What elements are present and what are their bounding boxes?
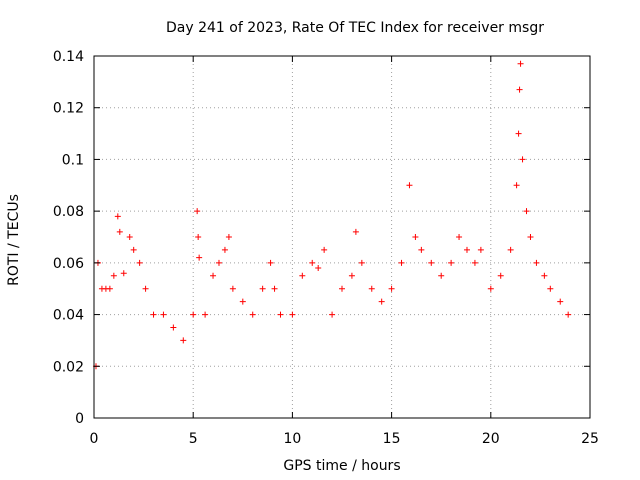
y-tick-label: 0.06	[53, 256, 84, 272]
data-point	[358, 259, 365, 266]
data-point	[271, 285, 278, 292]
data-point	[225, 234, 232, 240]
data-point	[194, 208, 201, 215]
x-tick-label: 15	[383, 431, 401, 447]
data-point	[106, 285, 113, 292]
data-point	[533, 259, 540, 266]
data-point	[110, 272, 117, 279]
data-point	[259, 285, 266, 292]
data-point	[368, 285, 375, 292]
data-point	[456, 234, 463, 240]
x-tick-label: 5	[189, 431, 198, 447]
data-point	[277, 311, 284, 318]
data-markers	[92, 60, 572, 370]
y-axis-label: ROTI / TECUs	[6, 194, 22, 286]
data-point	[114, 213, 121, 220]
data-point	[497, 272, 504, 279]
data-point	[309, 259, 316, 266]
y-tick-label: 0	[75, 411, 84, 427]
data-point	[398, 259, 405, 266]
chart-title: Day 241 of 2023, Rate Of TEC Index for r…	[166, 20, 544, 36]
y-tick-label: 0.08	[53, 204, 84, 220]
x-tick-label: 25	[581, 431, 599, 447]
data-point	[463, 246, 470, 253]
data-point	[170, 324, 177, 331]
y-tick-label: 0.02	[53, 359, 84, 375]
data-point	[378, 298, 385, 305]
data-point	[388, 285, 395, 292]
axis-ticks: 0 5 10 15 20 25 0 0.02 0.04 0.06 0.08 0.1 0.12 0.14	[53, 49, 599, 447]
data-point	[515, 130, 522, 137]
x-tick-label: 0	[90, 431, 99, 447]
data-point	[329, 311, 336, 318]
data-point	[339, 285, 345, 292]
data-point	[477, 246, 484, 253]
y-tick-label: 0.12	[53, 101, 84, 117]
data-point	[215, 259, 222, 266]
data-point	[321, 246, 328, 253]
data-point	[541, 272, 548, 279]
data-point	[406, 182, 413, 189]
data-point	[348, 272, 355, 279]
data-point	[565, 311, 572, 318]
data-point	[557, 298, 564, 305]
data-point	[289, 311, 296, 318]
data-point	[195, 234, 202, 240]
data-point	[267, 259, 274, 266]
data-point	[210, 272, 217, 279]
data-point	[126, 234, 133, 240]
y-tick-label: 0.14	[53, 49, 84, 65]
data-point	[196, 254, 203, 261]
data-point	[130, 246, 137, 253]
data-point	[116, 228, 123, 235]
data-point	[438, 272, 445, 279]
data-point	[352, 228, 359, 235]
data-point	[249, 311, 256, 318]
data-point	[150, 311, 157, 318]
data-point	[547, 285, 554, 292]
data-point	[142, 285, 149, 292]
data-point	[180, 337, 187, 344]
data-point	[428, 259, 435, 266]
data-point	[202, 311, 209, 318]
data-point	[448, 259, 455, 266]
x-axis-label: GPS time / hours	[283, 458, 400, 474]
data-point	[229, 285, 236, 292]
x-tick-label: 10	[283, 431, 301, 447]
y-tick-label: 0.1	[62, 152, 84, 168]
data-point	[299, 272, 306, 279]
data-point	[517, 60, 524, 67]
data-point	[519, 156, 526, 163]
data-point	[507, 246, 514, 253]
data-point	[120, 270, 127, 277]
data-point	[221, 246, 228, 253]
data-point	[412, 234, 419, 240]
data-point	[315, 265, 322, 272]
grid-lines	[94, 56, 590, 418]
plot-frame	[93, 55, 591, 419]
data-point	[516, 86, 523, 93]
x-tick-label: 20	[482, 431, 500, 447]
data-point	[513, 182, 520, 189]
data-point	[239, 298, 246, 305]
data-point	[523, 208, 530, 215]
y-tick-label: 0.04	[53, 308, 84, 324]
data-point	[160, 311, 167, 318]
data-point	[418, 246, 425, 253]
data-point	[487, 285, 494, 292]
data-point	[190, 311, 197, 318]
data-point	[527, 234, 534, 240]
data-point	[471, 259, 478, 266]
data-point	[136, 259, 143, 266]
